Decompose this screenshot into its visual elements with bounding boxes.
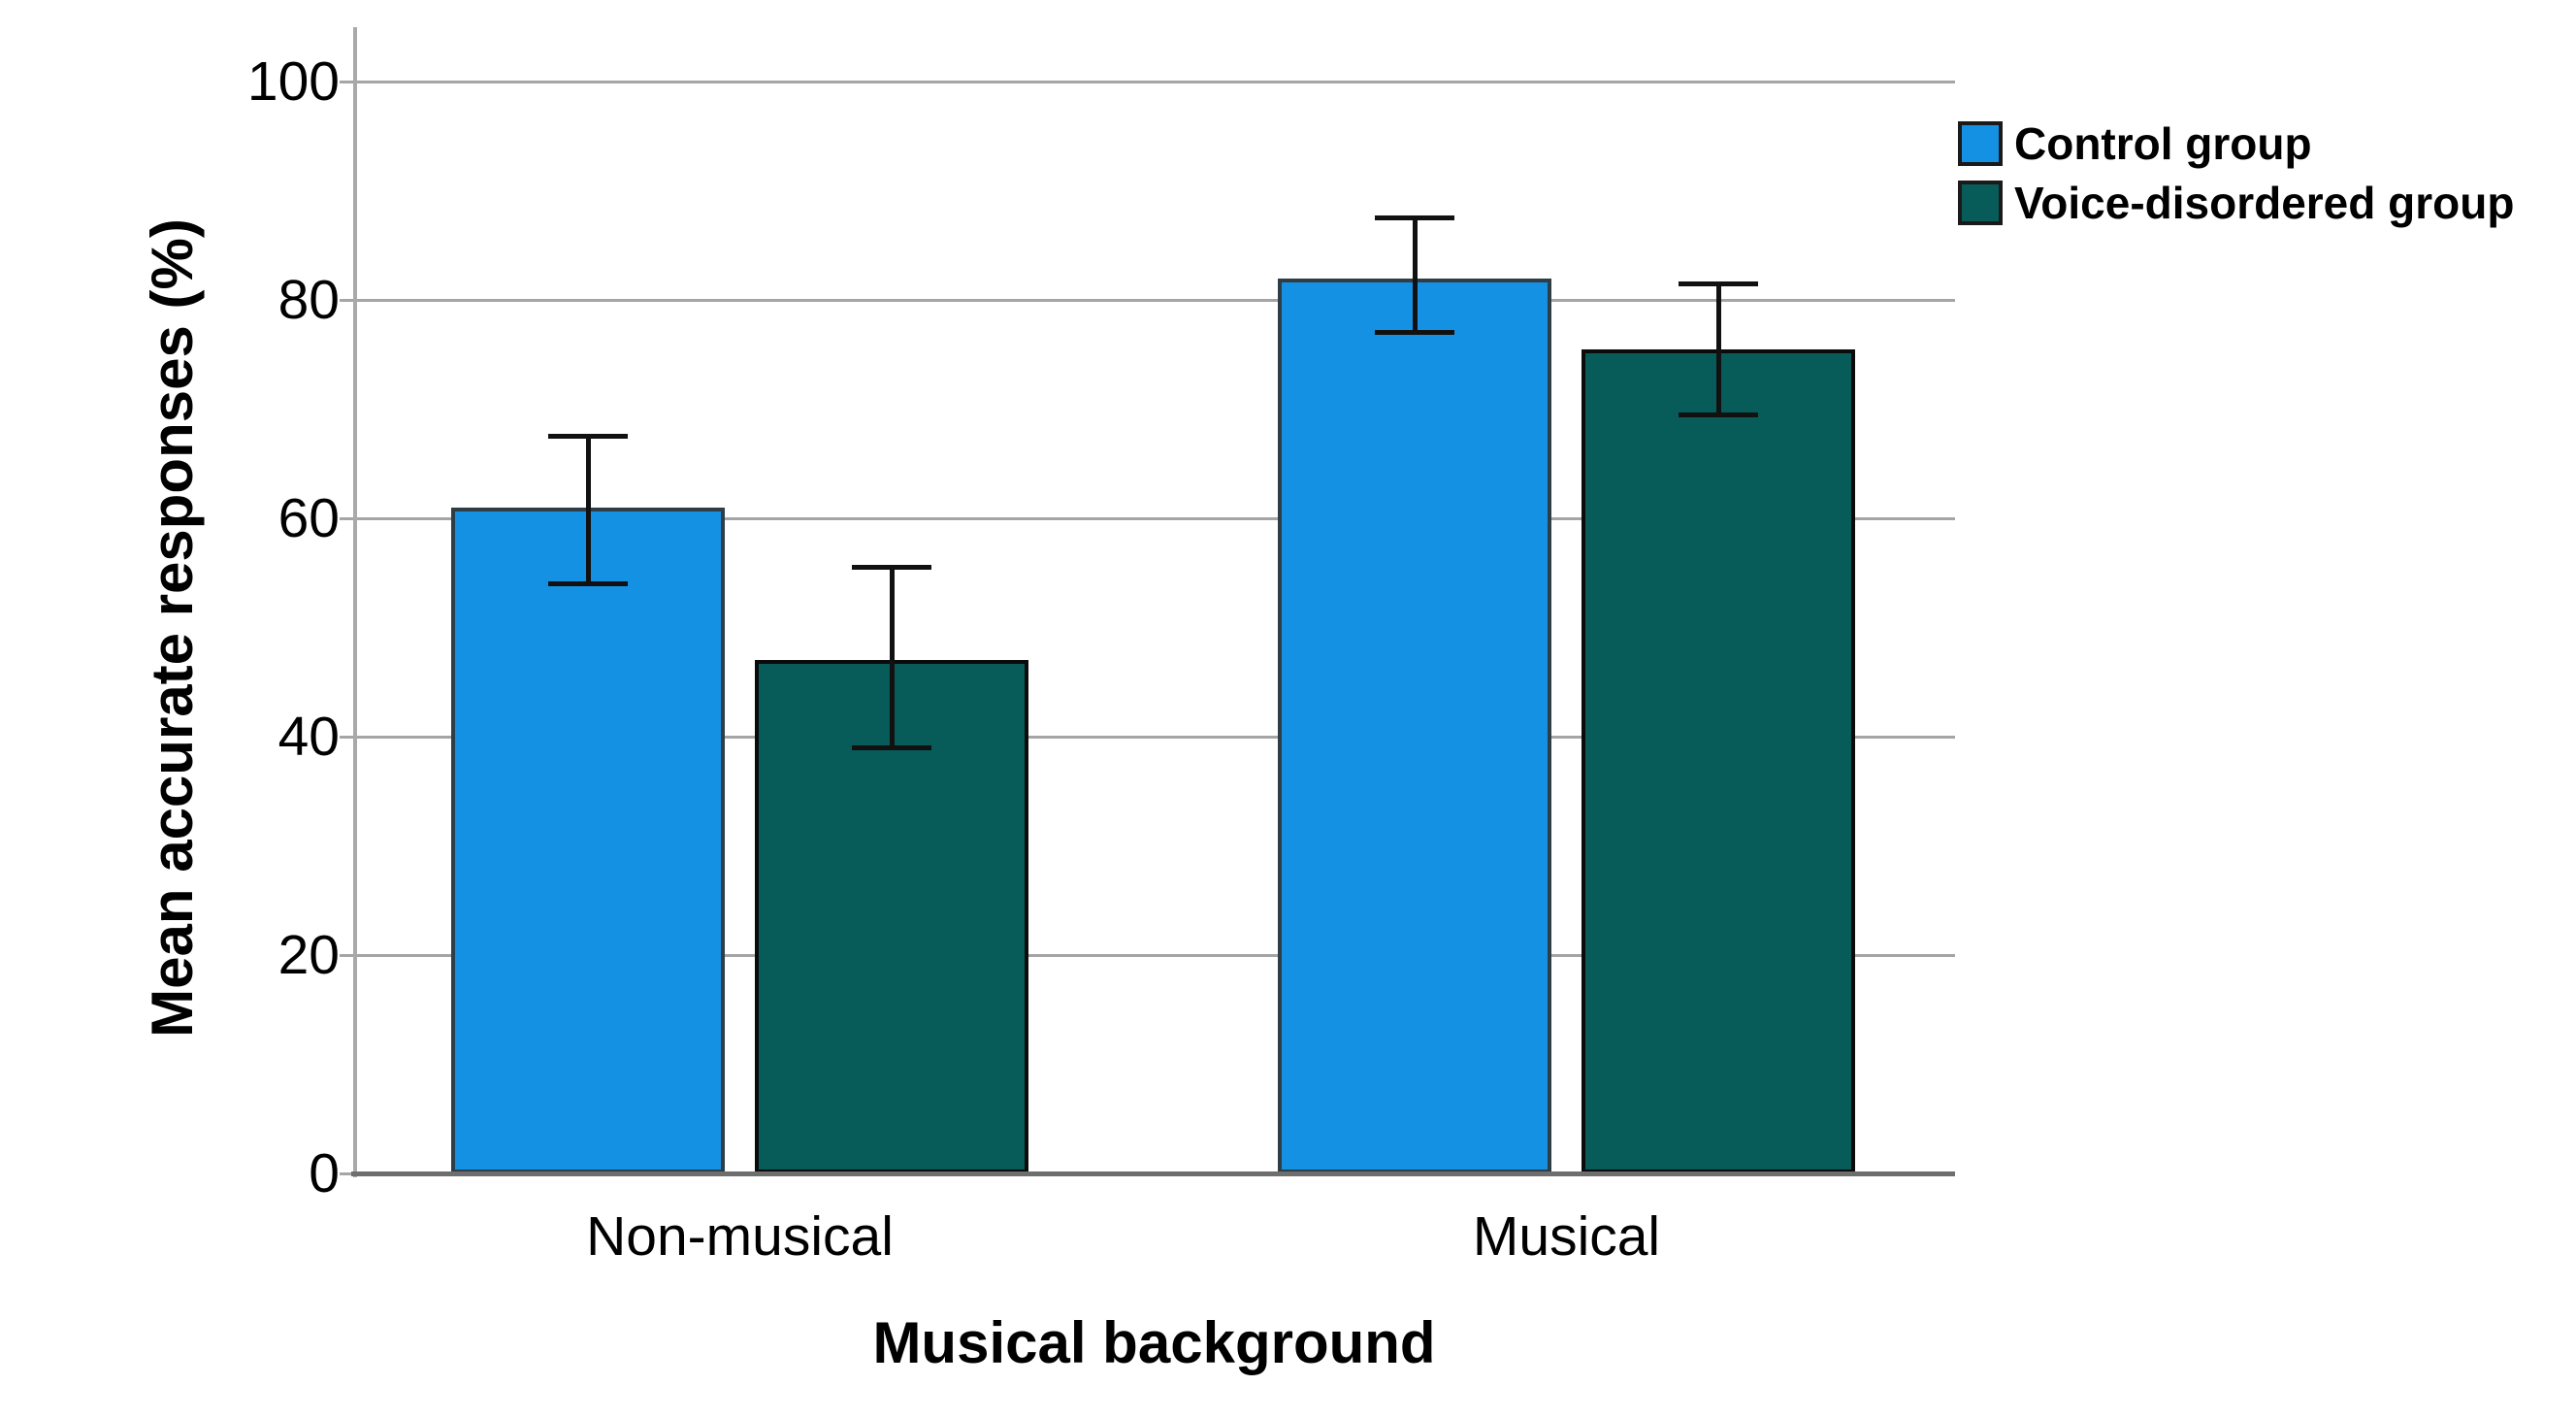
legend-item-voice-disordered-group: Voice-disordered group (1958, 181, 2514, 225)
y-tick-40 (340, 735, 353, 739)
gridline-40 (353, 735, 1955, 739)
error-bar-cap-upper-voice-disordered-group-musical (1679, 280, 1758, 286)
y-tick-label-60: 60 (277, 487, 340, 549)
y-tick-60 (340, 516, 353, 520)
legend: Control group Voice-disordered group (1958, 121, 2514, 225)
error-bar-stem-control-group-musical (1412, 217, 1418, 333)
y-tick-100 (340, 80, 353, 83)
gridline-100 (353, 80, 1955, 83)
error-bar-stem-voice-disordered-group-musical (1715, 283, 1721, 415)
x-category-label-non-musical: Non-musical (586, 1205, 894, 1268)
legend-item-control-group: Control group (1958, 121, 2514, 166)
x-category-label-musical: Musical (1472, 1205, 1661, 1268)
legend-label-control-group: Control group (2014, 118, 2312, 169)
error-bar-cap-lower-control-group-non-musical (548, 581, 628, 586)
y-tick-20 (340, 953, 353, 957)
bar-voice-disordered-group-musical (1581, 348, 1855, 1173)
error-bar-cap-lower-control-group-musical (1375, 330, 1454, 336)
bar-control-group-non-musical (451, 507, 725, 1173)
error-bar-cap-upper-control-group-musical (1375, 215, 1454, 221)
error-bar-cap-lower-voice-disordered-group-musical (1679, 412, 1758, 417)
legend-swatch-voice-disordered-group (1958, 181, 2003, 225)
y-axis-title: Mean accurate responses (%) (140, 217, 205, 1038)
gridline-60 (353, 516, 1955, 520)
y-tick-0 (340, 1171, 353, 1175)
bar-control-group-musical (1278, 278, 1551, 1173)
y-tick-label-20: 20 (277, 924, 340, 986)
legend-swatch-control-group (1958, 121, 2003, 166)
y-axis-line (353, 27, 357, 1177)
x-axis-line (351, 1171, 1955, 1176)
gridline-80 (353, 298, 1955, 302)
x-axis-title: Musical background (872, 1310, 1436, 1375)
error-bar-stem-voice-disordered-group-non-musical (889, 567, 895, 748)
error-bar-stem-control-group-non-musical (585, 436, 591, 584)
error-bar-cap-upper-control-group-non-musical (548, 434, 628, 440)
error-bar-cap-upper-voice-disordered-group-non-musical (852, 565, 931, 571)
y-tick-label-80: 80 (277, 269, 340, 331)
y-tick-80 (340, 298, 353, 302)
y-tick-label-40: 40 (277, 706, 340, 768)
y-tick-label-100: 100 (246, 50, 340, 113)
gridline-20 (353, 953, 1955, 957)
y-tick-label-0: 0 (309, 1142, 340, 1204)
error-bar-cap-lower-voice-disordered-group-non-musical (852, 744, 931, 750)
legend-label-voice-disordered-group: Voice-disordered group (2014, 178, 2515, 228)
